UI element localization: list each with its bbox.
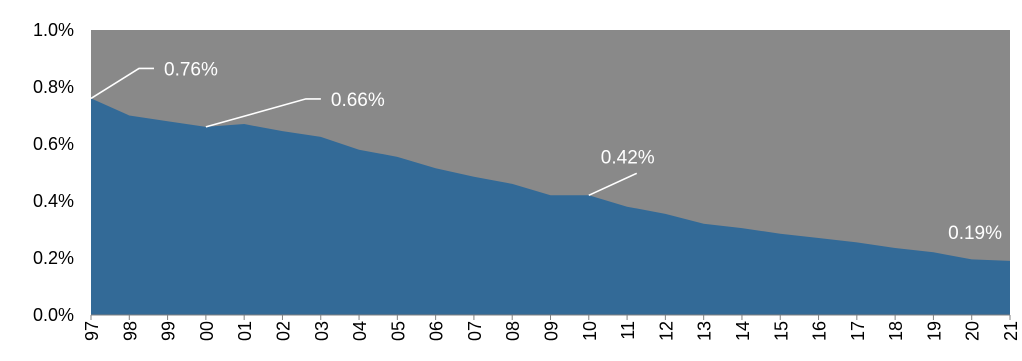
leader-line [205,98,321,128]
x-tick-label: 00 [197,321,217,341]
x-tick-label: 11 [618,321,638,340]
y-tick-label: 0.4% [33,191,74,211]
leader-line [90,67,154,100]
x-tick-label: 15 [771,321,791,341]
x-tick-label: 08 [503,321,523,341]
x-tick-label: 02 [273,321,293,341]
x-tick-label: 09 [542,321,562,341]
x-tick-label: 14 [733,321,753,341]
x-tick-label: 07 [465,321,485,341]
y-tick-label: 1.0% [33,20,74,40]
data-label: 0.66% [331,90,385,111]
x-tick-label: 97 [82,321,102,341]
x-tick-label: 17 [848,321,868,341]
x-tick-label: 10 [580,321,600,341]
y-tick-label: 0.6% [33,134,74,154]
x-tick-label: 16 [810,321,830,341]
y-tick-label: 0.2% [33,248,74,268]
x-tick-label: 21 [1001,321,1021,341]
x-tick-label: 06 [427,321,447,341]
x-tick-label: 18 [886,321,906,341]
leader-line [588,172,638,197]
x-tick-label: 03 [312,321,332,341]
data-label: 0.19% [948,223,1002,244]
x-tick-label: 05 [388,321,408,341]
y-tick-label: 0.0% [33,305,74,325]
x-tick-label: 19 [924,321,944,341]
x-tick-label: 98 [120,321,140,341]
data-label: 0.42% [601,147,655,168]
area-series [91,98,1010,316]
data-label: 0.76% [164,59,218,80]
x-tick-label: 13 [695,321,715,341]
y-tick-label: 0.8% [33,77,74,97]
x-tick-label: 04 [350,321,370,341]
x-tick-label: 01 [235,321,255,341]
x-tick-label: 99 [159,321,179,341]
x-tick-label: 20 [963,321,983,341]
x-tick-label: 12 [656,321,676,341]
